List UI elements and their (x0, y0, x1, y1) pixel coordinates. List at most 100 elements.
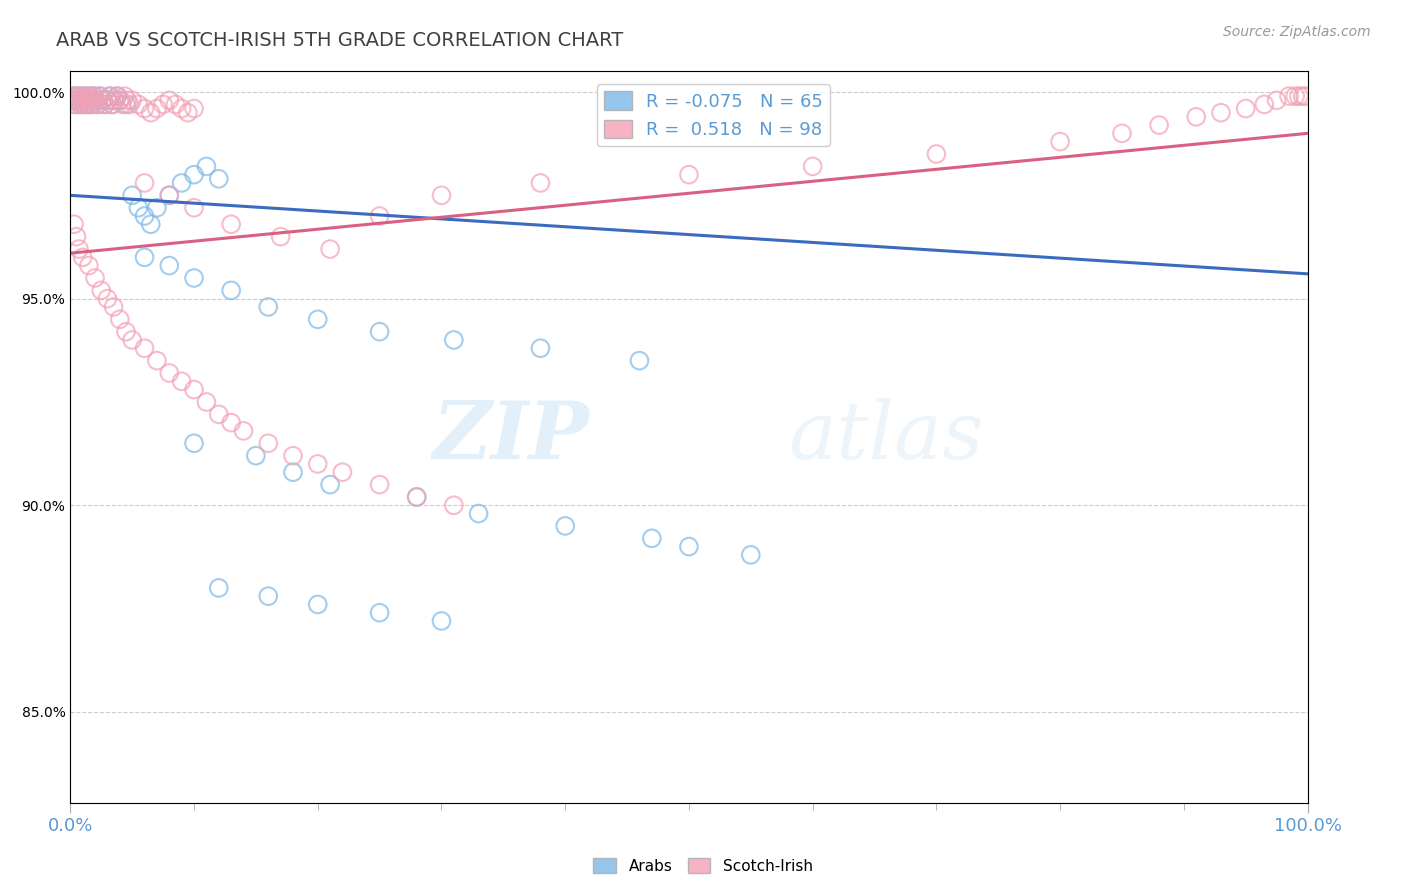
Point (157, 259, 180, 273)
Point (183, 436, 205, 450)
Point (80, 97, 103, 112)
Point (368, 477, 391, 491)
Point (270, 229, 292, 244)
Text: Source: ZipAtlas.com: Source: ZipAtlas.com (1223, 25, 1371, 39)
Point (195, 395, 218, 409)
Point (368, 325, 391, 339)
Point (232, 424, 254, 438)
Point (108, 312, 131, 326)
Point (65, 97, 87, 112)
Point (257, 589, 280, 603)
Point (79, 89, 101, 103)
Point (96, 93, 118, 107)
Point (208, 171, 231, 186)
Point (76, 97, 98, 112)
Point (1278, 89, 1301, 103)
Point (134, 250, 156, 264)
Point (72, 93, 94, 107)
Point (70, 89, 93, 103)
Point (80, 97, 103, 112)
Point (467, 507, 489, 521)
Point (67, 93, 90, 107)
Point (170, 374, 193, 388)
Point (98, 89, 121, 103)
Point (75, 93, 97, 107)
Point (104, 93, 127, 107)
Point (170, 176, 193, 190)
Point (405, 490, 427, 504)
Point (96, 93, 118, 107)
Point (73, 97, 96, 112)
Point (368, 606, 391, 620)
Text: ARAB VS SCOTCH-IRISH 5TH GRADE CORRELATION CHART: ARAB VS SCOTCH-IRISH 5TH GRADE CORRELATI… (56, 31, 623, 50)
Point (368, 209, 391, 223)
Point (89, 89, 111, 103)
Point (86, 97, 108, 112)
Point (443, 498, 465, 512)
Point (84, 93, 107, 107)
Point (177, 105, 200, 120)
Point (152, 97, 174, 112)
Point (94, 97, 117, 112)
Point (307, 457, 329, 471)
Point (121, 333, 143, 347)
Point (94, 97, 117, 112)
Point (104, 93, 127, 107)
Point (257, 436, 280, 450)
Point (105, 89, 128, 103)
Point (108, 93, 131, 107)
Point (1294, 89, 1316, 103)
Text: ZIP: ZIP (433, 399, 591, 475)
Point (678, 540, 700, 554)
Point (641, 532, 664, 546)
Point (1284, 89, 1306, 103)
Point (72, 250, 94, 264)
Point (83, 89, 105, 103)
Point (1185, 110, 1208, 124)
Point (195, 160, 218, 174)
Point (134, 341, 156, 355)
Point (208, 408, 231, 422)
Point (157, 188, 180, 202)
Point (740, 548, 762, 562)
Point (76, 97, 98, 112)
Point (146, 102, 169, 116)
Point (245, 449, 267, 463)
Point (101, 97, 124, 112)
Point (69, 97, 91, 112)
Point (65, 93, 87, 107)
Point (63, 89, 86, 103)
Point (65, 97, 87, 112)
Point (91, 93, 114, 107)
Point (208, 581, 231, 595)
Point (103, 300, 125, 314)
Point (219, 284, 242, 298)
Point (146, 353, 169, 368)
Point (183, 102, 205, 116)
Point (65, 93, 87, 107)
Point (115, 325, 138, 339)
Point (219, 416, 242, 430)
Point (183, 201, 205, 215)
Point (157, 93, 180, 107)
Point (82, 93, 104, 107)
Point (157, 366, 180, 380)
Point (554, 519, 576, 533)
Point (115, 97, 138, 112)
Point (170, 102, 193, 116)
Point (257, 300, 280, 314)
Point (98, 89, 121, 103)
Point (134, 209, 156, 223)
Point (114, 89, 136, 103)
Point (1265, 93, 1288, 107)
Point (183, 168, 205, 182)
Point (925, 147, 948, 161)
Point (529, 341, 551, 355)
Point (84, 271, 107, 285)
Point (1234, 102, 1257, 116)
Point (281, 465, 304, 479)
Point (77, 93, 100, 107)
Point (139, 105, 162, 120)
Point (77, 259, 100, 273)
Point (96, 292, 118, 306)
